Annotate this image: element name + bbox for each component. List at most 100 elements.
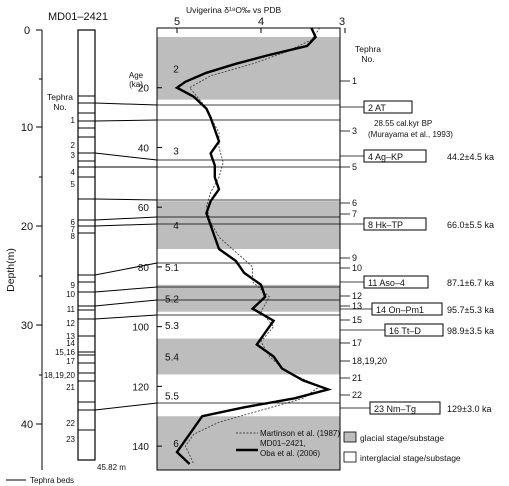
right-tephra-number: 9 — [352, 253, 357, 263]
legend-interglacial-label: interglacial stage/substage — [360, 453, 461, 463]
right-tephra-header-line1: Tephra — [355, 44, 381, 54]
stage-label: 5.4 — [165, 353, 179, 364]
depth-tick-label: 20 — [21, 221, 33, 233]
right-tephra-number: 15 — [352, 315, 362, 325]
named-tephra-age: 87.1±6.7 ka — [447, 278, 494, 288]
stage-label: 6 — [173, 439, 179, 450]
depth-tick-label: 30 — [21, 320, 33, 332]
age-axis: Age (ka) 20 40 60 80 100 120 140 — [129, 71, 162, 453]
right-tephra-number: 10 — [352, 263, 362, 273]
left-tephra-number: 21 — [66, 383, 75, 392]
stage-label: 5.5 — [165, 391, 179, 402]
left-tephra-header-line1: Tephra — [47, 92, 73, 102]
right-tephra-number: 22 — [352, 390, 362, 400]
age-axis-label: Age (ka) — [129, 71, 144, 89]
right-tephra-number: 12 — [352, 291, 362, 301]
right-tephra-number: 5 — [352, 162, 357, 172]
named-tephra: 23 Nm–Tg 129±3.0 ka — [340, 401, 491, 415]
named-tephra: 16 Tt–D 98.9±3.5 ka — [340, 323, 494, 337]
isotope-tick-label: 5 — [174, 16, 180, 28]
named-tephra-boxes: 2 AT 4 Ag–KP 44.2±4.5 ka 8 Hk–TP 66.0±5.5 ka… — [340, 100, 494, 415]
glacial-band — [157, 201, 340, 249]
age-tick-label: 20 — [138, 84, 150, 95]
at-reference-note: (Murayama et al., 1993) — [368, 130, 453, 139]
left-tephra-number: 1 — [71, 116, 76, 125]
age-ticks: 20 40 60 80 100 120 140 — [132, 84, 162, 453]
stage-label: 3 — [173, 146, 179, 157]
age-tick-label: 100 — [132, 323, 149, 334]
left-tephra-number: 14 — [66, 339, 75, 348]
left-tephra-number: 10 — [66, 290, 75, 299]
age-axis-label-line1: Age — [129, 71, 144, 80]
right-tephra-header-line2: No. — [361, 54, 374, 64]
tephra-correlation-line — [94, 314, 158, 320]
isotope-tick-label: 4 — [258, 16, 264, 28]
named-tephra-label: 8 Hk–TP — [368, 220, 403, 230]
legend-md01-label: MD01–2421, — [260, 439, 306, 448]
core-id-title: MD01–2421 — [48, 11, 108, 23]
left-tephra-number: 3 — [71, 151, 76, 160]
named-tephra-label: 4 Ag–KP — [368, 152, 403, 162]
right-tephra-number: 3 — [352, 126, 357, 136]
right-tephra-number: 18,19,20 — [352, 356, 387, 366]
stage-bands — [157, 36, 340, 470]
left-tephra-number: 18,19,20 — [44, 371, 76, 380]
left-tephra-number: 4 — [71, 168, 76, 177]
named-tephra-age: 98.9±3.5 ka — [447, 326, 494, 336]
named-tephra-age: 66.0±5.5 ka — [447, 220, 494, 230]
named-tephra-label: 2 AT — [368, 103, 386, 113]
tephra-correlation-line — [94, 223, 158, 227]
legend-interglacial-swatch — [343, 451, 357, 463]
right-tephra-header: Tephra No. — [355, 44, 381, 64]
isotope-axis: 5 4 3 — [174, 16, 346, 33]
stage-label: 5.3 — [165, 321, 179, 332]
glacial-band — [157, 36, 340, 100]
right-tephra-number: 1 — [352, 76, 357, 86]
named-tephra-age: 129±3.0 ka — [447, 404, 491, 414]
age-tick-label: 60 — [138, 203, 150, 214]
left-tephra-number: 7 — [71, 225, 76, 234]
legend-glacial-swatch — [343, 431, 357, 443]
tephra-correlation-line — [94, 402, 158, 411]
right-tephra-number: 13 — [352, 301, 362, 311]
left-tephra-header: Tephra No. — [47, 92, 73, 112]
named-tephra: 4 Ag–KP 44.2±4.5 ka — [340, 149, 494, 163]
legend-martinson-label: Martinson et al. (1987) — [260, 429, 340, 438]
left-tephra-number: 6 — [71, 218, 76, 227]
depth-tick-label: 0 — [24, 25, 30, 37]
core-tephra-lines — [78, 95, 95, 431]
named-tephra-label: 23 Nm–Tg — [374, 404, 416, 414]
tephra-correlation-line — [94, 198, 158, 201]
series-md01-line — [174, 28, 333, 465]
right-tephra-number: 21 — [352, 373, 362, 383]
left-tephra-number: 11 — [67, 305, 76, 314]
age-tick-label: 80 — [138, 263, 150, 274]
age-tick-label: 40 — [138, 143, 150, 154]
tephra-correlation-lines — [94, 102, 340, 411]
tephra-beds-legend: Tephra beds — [6, 476, 74, 485]
plot-frame — [156, 27, 341, 471]
tephra-correlation-line — [94, 216, 158, 221]
named-tephra: 8 Hk–TP 66.0±5.5 ka — [340, 217, 494, 231]
left-tephra-number: 8 — [71, 232, 76, 241]
tephra-correlation-line — [94, 102, 158, 106]
isotope-axis-title: Uvigerina δ¹⁸O‰ vs PDB — [186, 5, 282, 15]
glacial-band — [157, 338, 340, 375]
depth-tick-label: 10 — [21, 122, 33, 134]
left-tephra-number: 2 — [71, 141, 76, 150]
chart-legend: Martinson et al. (1987) MD01–2421, Oba e… — [236, 429, 461, 463]
tephra-correlation-line — [94, 286, 158, 293]
depth-axis-label: Depth(m) — [5, 248, 17, 292]
named-tephra-age: 95.7±5.3 ka — [447, 305, 494, 315]
tephra-correlation-line — [94, 299, 158, 307]
age-axis-label-line2: (ka) — [129, 80, 143, 89]
age-tick-label: 140 — [132, 442, 149, 453]
named-tephra-label: 11 Aso–4 — [368, 278, 405, 288]
left-tephra-header-line2: No. — [53, 102, 66, 112]
tephra-correlation-line — [94, 119, 158, 122]
right-tephra-number: 17 — [352, 338, 362, 348]
legend-md01-ref: Oba et al. (2006) — [260, 449, 320, 458]
left-tephra-number: 22 — [66, 419, 75, 428]
